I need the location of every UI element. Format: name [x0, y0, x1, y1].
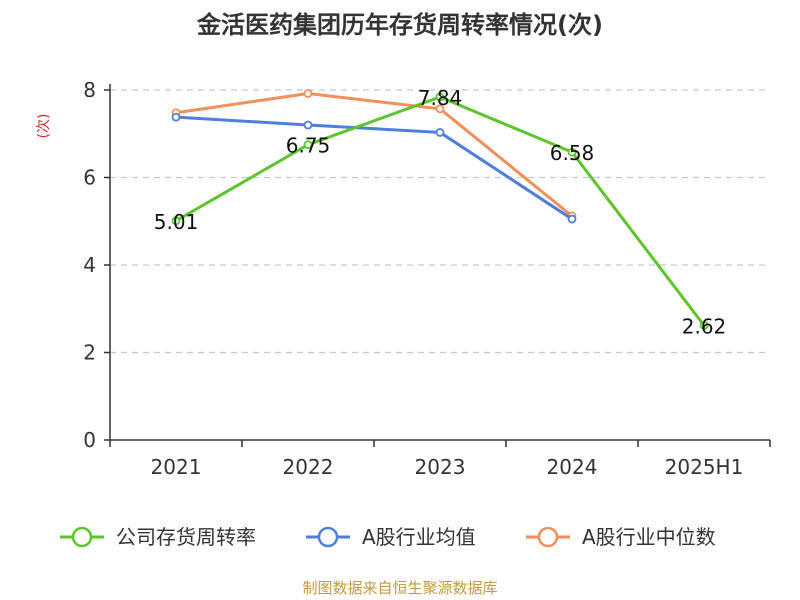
data-label: 2.62 — [682, 314, 727, 338]
y-axis-label: (次) — [36, 114, 52, 139]
source-note: 制图数据来自恒生聚源数据库 — [302, 579, 497, 597]
y-tick-label: 4 — [83, 253, 96, 277]
x-tick-label: 2024 — [547, 455, 598, 479]
legend-item-1[interactable]: A股行业均值 — [306, 525, 476, 549]
series-group — [171, 89, 709, 330]
data-point[interactable] — [435, 92, 445, 102]
legend-item-2[interactable]: A股行业中位数 — [526, 525, 716, 549]
data-point[interactable] — [435, 128, 445, 137]
data-label: 7.84 — [418, 86, 463, 110]
data-point[interactable] — [699, 320, 709, 330]
legend[interactable]: 公司存货周转率 A股行业均值 A股行业中位数 — [60, 525, 716, 549]
x-tick-label: 2021 — [151, 455, 202, 479]
y-tick-label: 2 — [83, 341, 96, 365]
data-point[interactable] — [567, 147, 577, 157]
data-point[interactable] — [303, 120, 313, 130]
x-tick-label: 2025H1 — [665, 455, 744, 479]
y-tick-label: 8 — [83, 78, 96, 102]
x-tick-label: 2023 — [415, 455, 466, 479]
legend-item-0[interactable]: 公司存货周转率 — [60, 525, 256, 549]
y-tick-label: 6 — [83, 166, 96, 190]
data-point[interactable] — [171, 112, 181, 122]
legend-swatch-marker — [71, 526, 93, 548]
series-0 — [171, 92, 709, 330]
axes: 0 2 4 6 8 2021 2022 2023 2024 2025H1 — [83, 78, 771, 479]
legend-label: A股行业均值 — [362, 525, 476, 549]
data-label: 6.75 — [286, 134, 331, 158]
data-point[interactable] — [303, 140, 313, 150]
legend-swatch-marker — [537, 526, 559, 548]
legend-label: A股行业中位数 — [582, 525, 716, 549]
grid-lines — [110, 89, 770, 354]
series-2 — [171, 89, 577, 221]
y-tick-label: 0 — [83, 428, 96, 452]
series-line — [174, 92, 574, 218]
data-labels: 5.01 6.75 7.84 6.58 2.62 — [154, 86, 727, 338]
legend-label: 公司存货周转率 — [116, 525, 256, 549]
data-point[interactable] — [171, 216, 181, 226]
x-tick-label: 2022 — [283, 455, 334, 479]
series-1 — [171, 112, 577, 224]
data-point[interactable] — [303, 89, 313, 98]
chart-title: 金活医药集团历年存货周转率情况(次) — [196, 11, 603, 39]
legend-swatch-marker — [317, 526, 339, 548]
series-line — [174, 115, 574, 221]
data-point[interactable] — [435, 104, 445, 114]
data-point[interactable] — [567, 214, 577, 224]
data-label: 5.01 — [154, 210, 199, 234]
data-label: 6.58 — [550, 141, 595, 165]
